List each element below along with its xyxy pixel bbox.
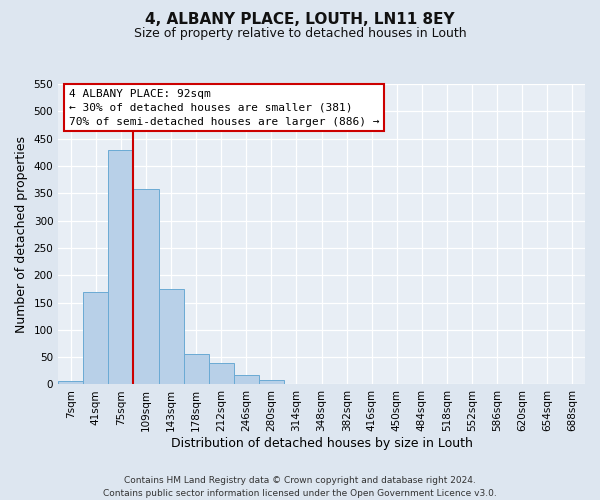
Bar [83,292,109,384]
Bar [58,380,83,384]
X-axis label: Distribution of detached houses by size in Louth: Distribution of detached houses by size … [170,437,473,450]
Bar [133,190,158,384]
Bar [259,380,284,384]
Bar [234,374,259,384]
Text: Size of property relative to detached houses in Louth: Size of property relative to detached ho… [134,28,466,40]
Y-axis label: Number of detached properties: Number of detached properties [15,136,28,332]
Bar [209,362,234,384]
Text: 4, ALBANY PLACE, LOUTH, LN11 8EY: 4, ALBANY PLACE, LOUTH, LN11 8EY [145,12,455,28]
Bar [184,354,209,384]
Text: Contains HM Land Registry data © Crown copyright and database right 2024.
Contai: Contains HM Land Registry data © Crown c… [103,476,497,498]
Bar [109,150,133,384]
Text: 4 ALBANY PLACE: 92sqm
← 30% of detached houses are smaller (381)
70% of semi-det: 4 ALBANY PLACE: 92sqm ← 30% of detached … [69,88,379,126]
Bar [158,289,184,384]
